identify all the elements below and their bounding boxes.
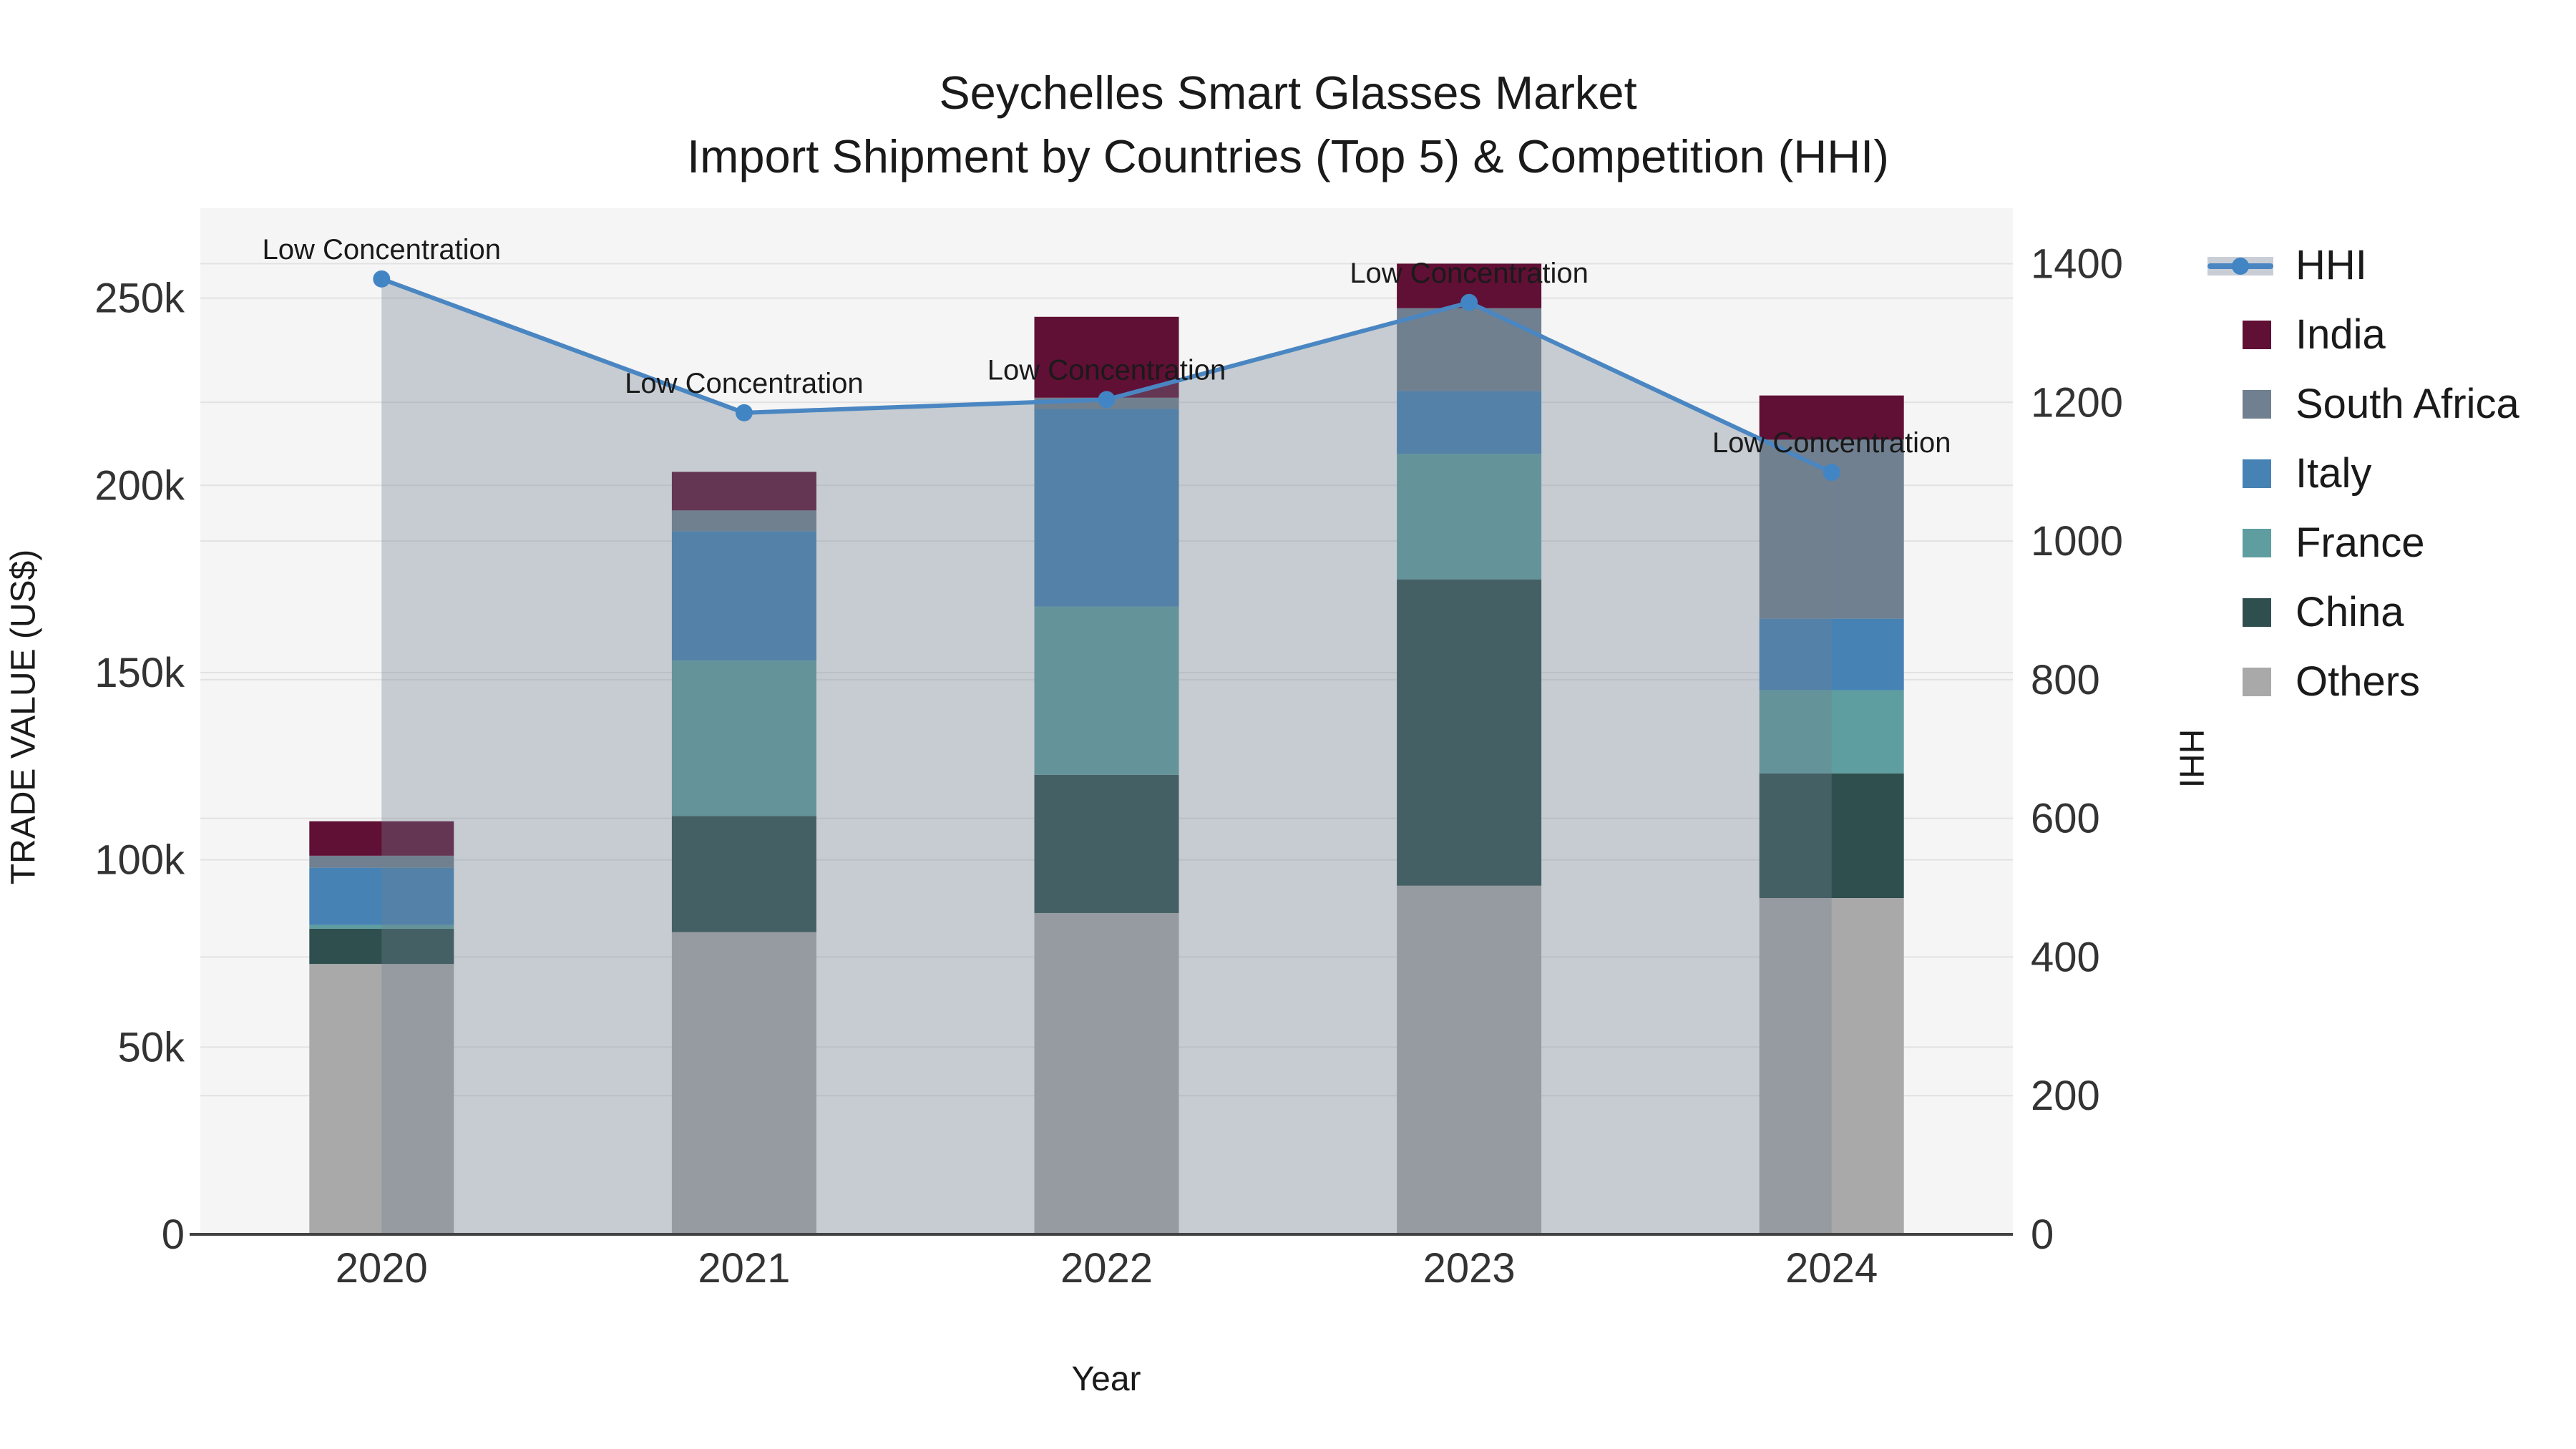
bar-segment-china [1034,774,1179,913]
left-axis-tick-label: 250k [94,275,185,322]
legend-swatch-icon [2207,665,2283,699]
legend-swatch-icon [2207,526,2283,560]
hhi-marker [735,404,753,421]
bar-segment-italy [309,867,454,925]
right-axis-tick-label: 800 [2031,657,2100,703]
x-axis-tick-label: 2024 [1785,1245,1878,1292]
legend-label: France [2296,519,2425,566]
annotation-low-concentration: Low Concentration [263,234,502,265]
legend-swatch-icon [2207,595,2283,630]
left-axis-tick-label: 150k [94,650,185,696]
bar-segment-others [309,964,454,1234]
bar-segment-china [1759,773,1904,899]
legend: HHI India South Africa Italy France China Othe… [2207,230,2519,716]
bar-segment-italy [1034,409,1179,607]
bar-segment-italy [1759,618,1904,691]
hhi-area-fill [381,278,1832,1235]
legend-item-italy: Italy [2207,439,2519,508]
bar-segment-france [671,660,816,816]
chart-title-line1: Seychelles Smart Glasses Market [939,67,1637,119]
x-axis-tick-label: 2020 [336,1245,428,1292]
legend-item-india: India [2207,300,2519,369]
bar-segment-india [309,821,454,856]
legend-color-swatch [2243,320,2271,349]
left-axis-tick-label: 50k [117,1024,185,1070]
bar-segment-china [309,928,454,965]
bar-segment-france [1397,454,1542,580]
annotation-low-concentration: Low Concentration [987,354,1226,386]
bar-segment-others [671,932,816,1234]
bar-segment-france [309,924,454,929]
bar-segment-south-africa [309,855,454,868]
hhi-marker [1460,293,1478,311]
legend-item-china: China [2207,577,2519,647]
legend-label: India [2296,311,2386,358]
bar-segment-india [1034,316,1179,398]
legend-item-hhi: HHI [2207,230,2519,300]
legend-label: HHI [2296,242,2367,288]
hhi-line-legend-icon [2207,248,2283,283]
x-axis-tick-label: 2022 [1060,1245,1153,1292]
bar-segment-others [1759,898,1904,1234]
legend-color-swatch [2243,667,2271,696]
bar-segment-south-africa [1397,308,1542,391]
bar-segment-france [1759,690,1904,774]
bar-segment-others [1397,885,1542,1234]
hhi-marker-swatch [2232,257,2249,275]
legend-label: Others [2296,658,2421,705]
right-axis-tick-label: 200 [2031,1073,2100,1119]
left-axis-tick-label: 100k [94,837,185,884]
legend-color-swatch [2243,389,2271,419]
left-axis-tick-label: 0 [162,1211,185,1258]
legend-color-swatch [2243,597,2271,627]
legend-label: Italy [2296,450,2372,497]
annotation-low-concentration: Low Concentration [625,368,864,399]
bar-segment-china [1397,579,1542,886]
bar-segment-others [1034,912,1179,1234]
right-axis-tick-label: 1000 [2031,518,2123,565]
right-axis-tick-label: 400 [2031,934,2100,980]
legend-item-france: France [2207,508,2519,577]
bar-segment-italy [671,531,816,661]
right-axis-tick-label: 1400 [2031,241,2123,288]
legend-item-south-africa: South Africa [2207,369,2519,439]
x-axis-tick-label: 2023 [1423,1245,1516,1292]
hhi-marker [1098,391,1116,409]
bar-segment-china [671,816,816,932]
legend-item-others: Others [2207,647,2519,716]
legend-color-swatch [2243,528,2271,557]
left-axis-tick-label: 200k [94,462,185,509]
legend-color-swatch [2243,459,2271,488]
x-axis-title: Year [1071,1360,1141,1398]
annotation-low-concentration: Low Concentration [1350,258,1589,289]
hhi-marker [373,270,391,288]
legend-label: China [2296,589,2404,635]
right-axis-tick-label: 600 [2031,796,2100,842]
legend-swatch-icon [2207,387,2283,421]
bar-segment-france [1034,606,1179,775]
hhi-marker [1823,464,1840,482]
right-axis-tick-label: 1200 [2031,379,2123,426]
bar-segment-india [671,472,816,511]
right-axis-tick-label: 0 [2031,1211,2054,1258]
left-axis-title: TRADE VALUE (US$) [4,549,43,885]
right-axis-title: HHI [2172,728,2210,789]
annotation-low-concentration: Low Concentration [1712,427,1951,459]
legend-swatch-icon [2207,457,2283,491]
chart-title-line2: Import Shipment by Countries (Top 5) & C… [687,130,1889,182]
legend-swatch-icon [2207,318,2283,352]
bar-segment-italy [1397,391,1542,454]
bar-segment-india [1759,395,1904,440]
x-axis-tick-label: 2021 [698,1245,790,1292]
bar-segment-south-africa [671,510,816,532]
legend-label: South Africa [2296,381,2519,427]
